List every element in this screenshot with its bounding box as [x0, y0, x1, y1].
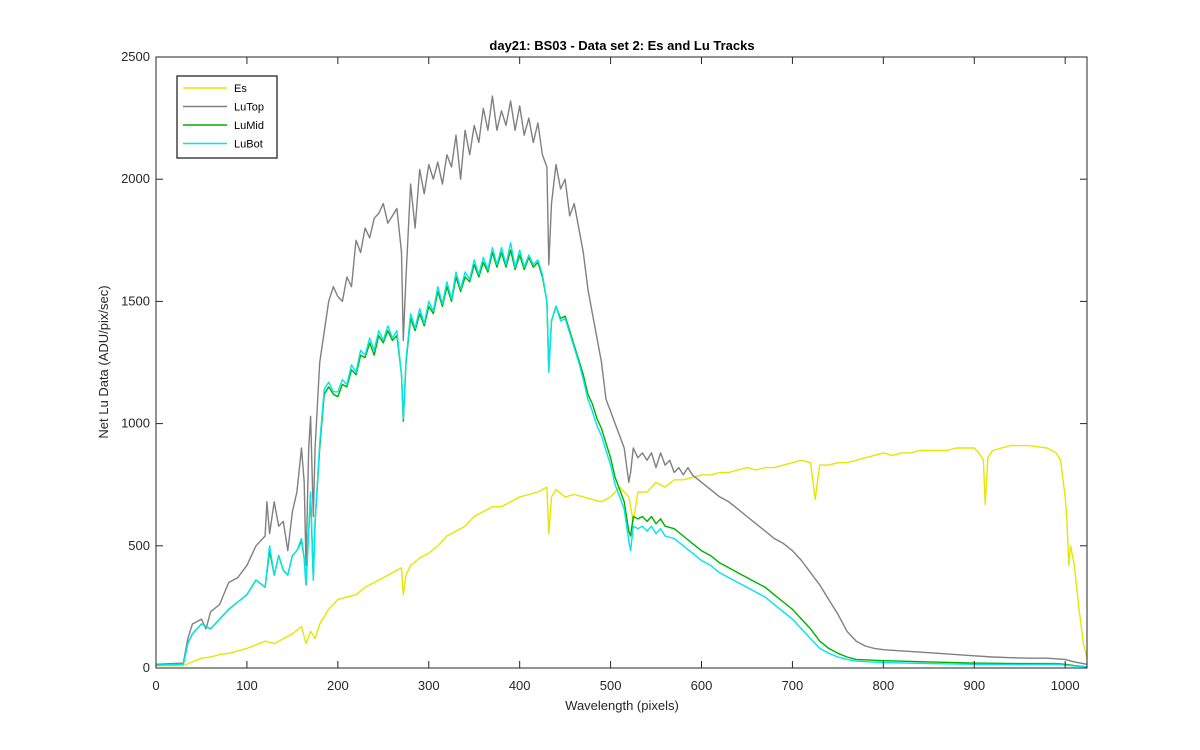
x-tick-label: 200 — [327, 678, 349, 693]
y-tick-label: 1000 — [121, 416, 150, 431]
x-tick-label: 0 — [152, 678, 159, 693]
x-tick-label: 800 — [872, 678, 894, 693]
x-tick-label: 100 — [236, 678, 258, 693]
legend: Es LuTop LuMid LuBot — [176, 75, 278, 159]
x-tick-label: 400 — [509, 678, 531, 693]
chart-title: day21: BS03 - Data set 2: Es and Lu Trac… — [489, 38, 754, 53]
legend-box — [176, 75, 278, 159]
x-tick-label: 1000 — [1051, 678, 1080, 693]
axes-box — [155, 56, 1088, 669]
y-axis: 0 500 1000 1500 2000 2500 — [121, 49, 1087, 675]
legend-label: LuTop — [234, 102, 264, 114]
x-axis-label: Wavelength (pixels) — [565, 698, 679, 713]
y-tick-label: 2500 — [121, 49, 150, 64]
x-axis: 0 100 200 300 400 500 600 700 800 900 1000 — [152, 57, 1080, 693]
legend-label: Es — [234, 83, 247, 95]
plot-area — [155, 95, 1088, 668]
x-tick-label: 500 — [600, 678, 622, 693]
series-line-es — [156, 444, 1088, 667]
x-tick-label: 600 — [691, 678, 713, 693]
y-tick-label: 500 — [128, 538, 150, 553]
series-line-lutop — [155, 95, 1088, 665]
x-tick-label: 900 — [963, 678, 985, 693]
y-tick-label: 0 — [143, 660, 150, 675]
y-tick-label: 1500 — [121, 293, 150, 308]
legend-label: LuBot — [234, 139, 263, 151]
legend-label: LuMid — [234, 120, 264, 132]
y-tick-label: 2000 — [121, 171, 150, 186]
x-tick-label: 700 — [782, 678, 804, 693]
series-line-lubot — [155, 241, 1088, 668]
series-line-lumid — [155, 249, 1088, 668]
x-tick-label: 300 — [418, 678, 440, 693]
y-axis-label: Net Lu Data (ADU/pix/sec) — [96, 285, 111, 438]
